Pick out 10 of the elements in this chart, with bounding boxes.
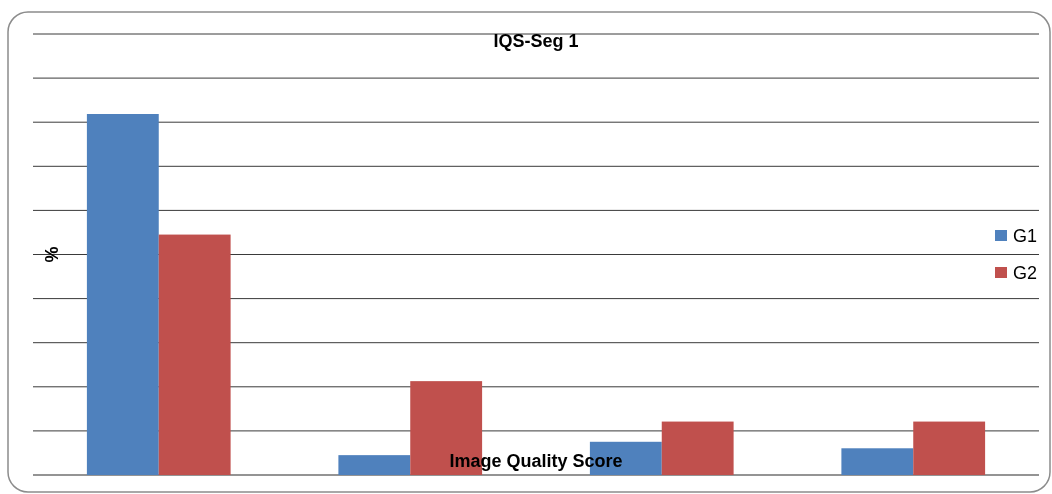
bar — [661, 421, 734, 475]
bar — [913, 421, 986, 475]
bar — [841, 448, 914, 475]
legend-label: G2 — [1013, 263, 1038, 284]
bar — [158, 234, 231, 475]
bar — [338, 455, 411, 475]
chart-title: IQS-Seg 1 — [493, 31, 579, 51]
legend-label: G1 — [1013, 226, 1038, 247]
bar — [86, 114, 159, 475]
y-axis-title: % — [42, 246, 62, 263]
